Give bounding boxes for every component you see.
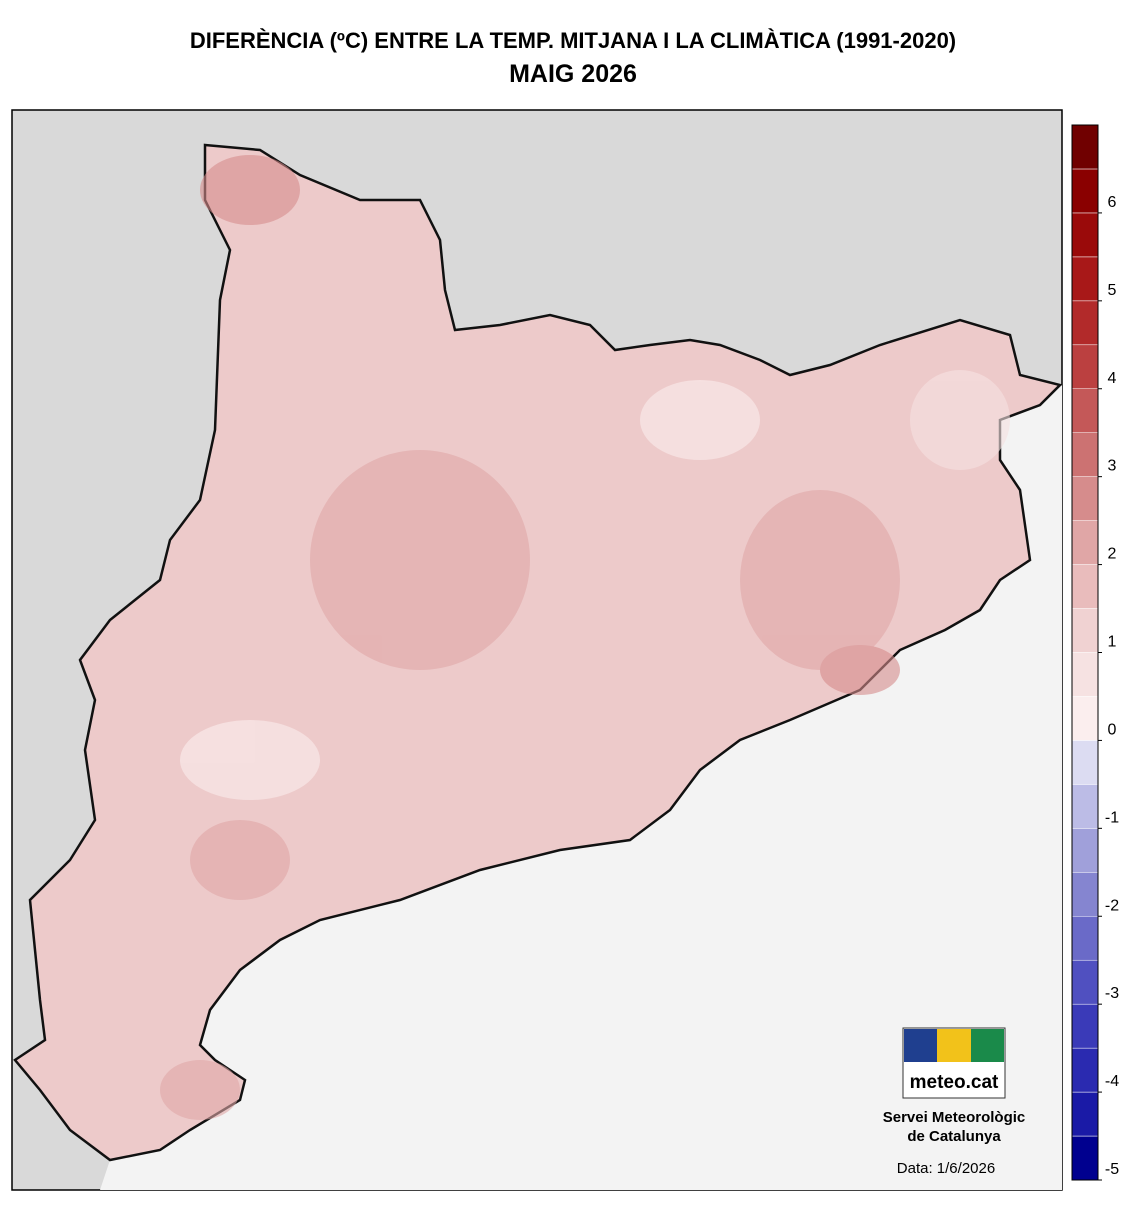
logo-tile [937, 1029, 971, 1062]
date: Data: 1/6/2026 [897, 1160, 995, 1177]
colorbar-bin [1071, 124, 1099, 170]
colorbar-label: 5 [1108, 282, 1117, 299]
colorbar-label: 0 [1108, 721, 1117, 738]
colorbar-bin [1071, 388, 1099, 433]
colorbar-label: -4 [1105, 1073, 1119, 1090]
colorbar-bin [1071, 256, 1099, 302]
colorbar-bin [1071, 1003, 1099, 1049]
sea [100, 385, 1062, 1190]
colorbar-label: 6 [1108, 194, 1117, 211]
colorbar-bin [1071, 828, 1099, 873]
colorbar-bin [1071, 432, 1099, 477]
agency: Servei Meteorològic [883, 1109, 1026, 1126]
colorbar-bin [1071, 608, 1099, 653]
colorbar-bin [1071, 344, 1099, 389]
colorbar-bin [1071, 1047, 1099, 1093]
colorbar-label: 2 [1108, 546, 1117, 563]
colorbar-bin [1071, 300, 1099, 346]
colorbar-bin [1071, 564, 1099, 609]
colorbar-label: -2 [1105, 897, 1119, 914]
anomaly-areas [160, 155, 1010, 1120]
title: DIFERÈNCIA (ºC) ENTRE LA TEMP. MITJANA I… [190, 28, 956, 53]
colorbar-bin [1071, 740, 1099, 785]
colorbar: 6 5 4 3 2 1 0 -1 -2 -3 -4 -5 [1071, 124, 1119, 1181]
logo-tile [904, 1029, 937, 1062]
colorbar-label: 4 [1108, 370, 1117, 387]
subtitle: MAIG 2026 [509, 60, 637, 88]
colorbar-bin [1071, 1091, 1099, 1137]
colorbar-bin [1071, 1135, 1099, 1181]
colorbar-bin [1071, 696, 1099, 741]
colorbar-label: 1 [1108, 634, 1117, 651]
catalonia [13, 143, 1063, 1162]
colorbar-bin [1071, 916, 1099, 961]
logo-text: meteo.cat [910, 1072, 999, 1093]
colorbar-bin [1071, 652, 1099, 697]
colorbar-label: -5 [1105, 1161, 1119, 1178]
colorbar-bin [1071, 959, 1099, 1005]
colorbar-label: -3 [1105, 985, 1119, 1002]
agency: de Catalunya [907, 1128, 1001, 1145]
colorbar-bin [1071, 212, 1099, 258]
colorbar-bin [1071, 476, 1099, 521]
colorbar-label: -1 [1105, 809, 1119, 826]
colorbar-bin [1071, 168, 1099, 214]
colorbar-bin [1071, 784, 1099, 829]
logo: meteo.cat [902, 1027, 1006, 1099]
colorbar-bin [1071, 520, 1099, 565]
colorbar-bin [1071, 872, 1099, 917]
logo-tile [971, 1029, 1004, 1062]
colorbar-frame [1071, 124, 1099, 1181]
colorbar-label: 3 [1108, 458, 1117, 475]
